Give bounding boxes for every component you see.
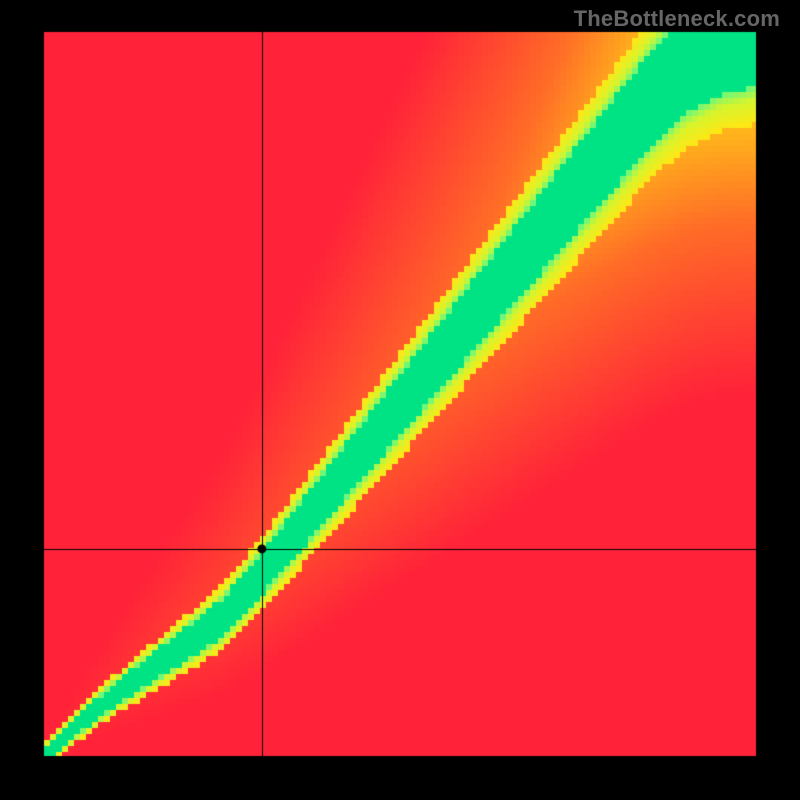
chart-container: { "attribution": { "text": "TheBottlenec… — [0, 0, 800, 800]
bottleneck-heatmap — [0, 0, 800, 800]
attribution-text: TheBottleneck.com — [574, 6, 780, 32]
